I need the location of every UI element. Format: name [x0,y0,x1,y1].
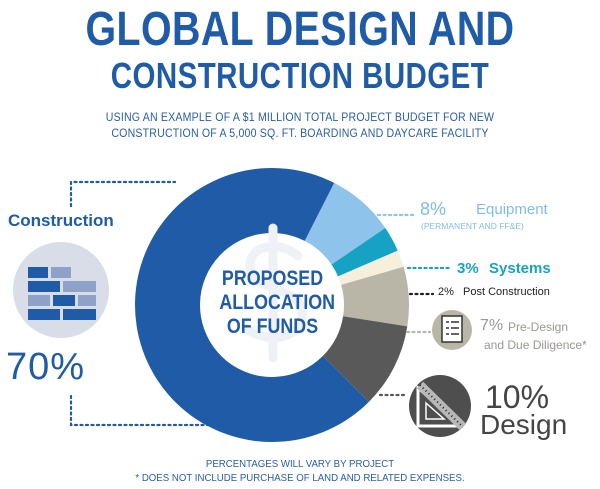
pct-construction: 70% [6,346,86,388]
center-label-line-2: ALLOCATION [219,291,336,314]
label-construction: Construction [8,211,114,230]
drafting-triangle-icon [409,375,471,437]
subtitle-line-1: USING AN EXAMPLE OF A $1 MILLION TOTAL P… [105,112,495,124]
label-design: Design [480,409,568,440]
center-label-line-1: PROPOSED [221,267,324,290]
label-equipment: Equipment [476,201,548,218]
label-pre-design-line-1: Pre-Design [508,320,569,334]
label-pre-design-line-2: and Due Diligence* [484,338,587,352]
label-post-construction: Post Construction [463,286,550,298]
checklist-icon [432,310,472,350]
leader-lines [69,180,454,427]
center-label-line-3: OF FUNDS [226,315,319,338]
note-equipment: (PERMANENT AND FF&E) [421,221,524,231]
label-systems: Systems [489,260,551,277]
footnote-line-1: PERCENTAGES WILL VARY BY PROJECT [205,458,395,470]
pct-equipment: 8% [420,199,447,219]
title-line-1: GLOBAL DESIGN AND [85,3,515,56]
leader-construction-top [69,180,177,208]
pct-post-construction: 2% [438,286,454,298]
slice-equipment [304,182,386,265]
slice-construction [134,168,369,443]
slice-design [322,316,408,402]
subtitle-line-2: CONSTRUCTION OF A 5,000 SQ. FT. BOARDING… [111,128,489,140]
dollar-icon [241,223,307,363]
title-line-2: CONSTRUCTION BUDGET [110,55,490,96]
footnote-line-2: * DOES NOT INCLUDE PURCHASE OF LAND AND … [135,472,465,484]
pct-pre-design: 7% [480,317,504,334]
pct-design: 10% [485,379,550,415]
slice-pre-design [341,266,409,327]
bricks-icon [13,242,109,338]
slice-systems [331,227,398,277]
slice-post-construction [338,250,404,285]
pct-systems: 3% [457,260,479,277]
leader-construction-bottom [69,394,307,427]
